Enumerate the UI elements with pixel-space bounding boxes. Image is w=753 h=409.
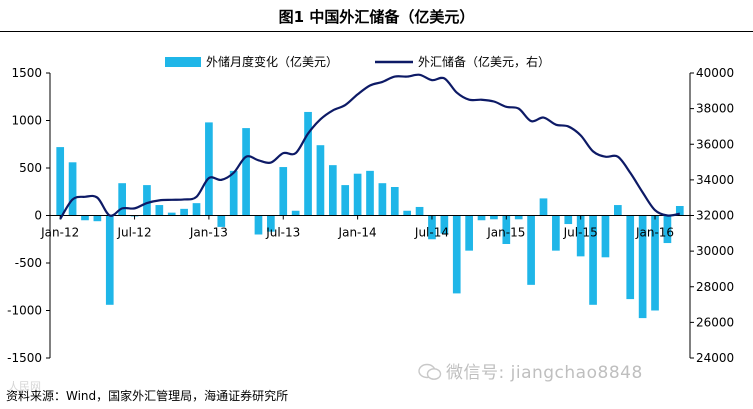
bar <box>514 215 523 220</box>
bar <box>217 215 226 227</box>
left-tick-label: 1000 <box>11 114 42 128</box>
left-tick-label: -500 <box>15 256 42 270</box>
wechat-icon <box>418 363 442 380</box>
bar <box>564 215 573 225</box>
right-tick-label: 34000 <box>696 173 734 187</box>
bar <box>428 215 436 240</box>
x-tick-label: Jul-13 <box>265 226 300 240</box>
bar <box>527 215 535 285</box>
source-note: 资料来源：Wind，国家外汇管理局，海通证券研究所 <box>6 389 289 403</box>
bar <box>118 183 126 216</box>
x-tick-label: Jan-13 <box>189 226 228 240</box>
bar <box>180 208 188 216</box>
bar <box>229 170 238 216</box>
x-tick-label: Jan-15 <box>486 226 525 240</box>
x-tick-label: Jul-12 <box>117 226 152 240</box>
bar <box>465 215 473 251</box>
bar <box>502 215 511 244</box>
x-tick-label: Jul-15 <box>563 226 598 240</box>
bar <box>614 205 622 216</box>
bar <box>626 215 635 300</box>
bar <box>254 215 263 235</box>
bar <box>663 215 672 244</box>
bar <box>589 215 597 305</box>
bar <box>403 210 412 216</box>
right-tick-label: 38000 <box>696 102 734 116</box>
x-tick-label: Jan-12 <box>40 226 79 240</box>
left-tick-label: -1000 <box>7 304 42 318</box>
right-tick-label: 30000 <box>696 244 734 258</box>
bar <box>651 215 659 311</box>
bar <box>192 203 201 216</box>
bar <box>452 215 461 294</box>
right-tick-label: 28000 <box>696 280 734 294</box>
bar <box>93 215 102 222</box>
right-tick-label: 26000 <box>696 315 734 329</box>
bar <box>552 215 560 251</box>
left-tick-label: 1500 <box>11 66 42 80</box>
bar <box>601 215 610 258</box>
right-tick-label: 36000 <box>696 137 734 151</box>
watermark: 微信号: jiangchao8848 <box>418 358 643 383</box>
title-rule <box>0 31 753 32</box>
legend-bar-label: 外储月度变化（亿美元） <box>206 54 338 69</box>
bar <box>440 215 449 234</box>
left-tick-label: -1500 <box>7 351 42 365</box>
bar <box>143 185 151 216</box>
bar <box>366 170 374 216</box>
right-tick-label: 32000 <box>696 209 734 223</box>
x-tick-label: Jan-16 <box>635 226 674 240</box>
bar <box>155 205 164 216</box>
bar <box>415 206 424 216</box>
bar <box>81 215 89 221</box>
bar <box>353 173 362 216</box>
corner-mark: 人民网 <box>8 380 41 393</box>
bar <box>539 198 548 216</box>
left-tick-label: 500 <box>19 161 42 175</box>
bar <box>638 215 647 319</box>
legend-line-label: 外汇储备（亿美元，右） <box>418 54 550 69</box>
bar <box>267 215 275 232</box>
bar <box>675 206 684 216</box>
bar <box>291 210 300 216</box>
x-tick-label: Jul-14 <box>414 226 449 240</box>
bar <box>341 185 350 216</box>
left-tick-label: 0 <box>34 209 42 223</box>
chart-title: 图1 中国外汇储备（亿美元） <box>278 8 475 26</box>
bar <box>390 187 399 216</box>
reserves-line <box>59 73 681 220</box>
bar <box>279 167 288 216</box>
bar <box>205 122 213 216</box>
bar <box>490 215 498 220</box>
bar <box>316 145 325 216</box>
bar <box>167 212 176 216</box>
bar <box>328 165 337 216</box>
bar <box>576 215 585 257</box>
bar <box>105 215 114 305</box>
right-tick-label: 24000 <box>696 351 734 365</box>
legend-bar-swatch <box>165 57 201 67</box>
right-tick-label: 40000 <box>696 66 734 80</box>
bar <box>56 147 65 216</box>
watermark-text: 微信号: jiangchao8848 <box>446 363 643 383</box>
bar <box>477 215 486 221</box>
bar <box>378 183 387 216</box>
bar <box>242 128 250 216</box>
bar <box>68 162 77 216</box>
bar <box>304 111 312 216</box>
x-tick-label: Jan-14 <box>338 226 377 240</box>
